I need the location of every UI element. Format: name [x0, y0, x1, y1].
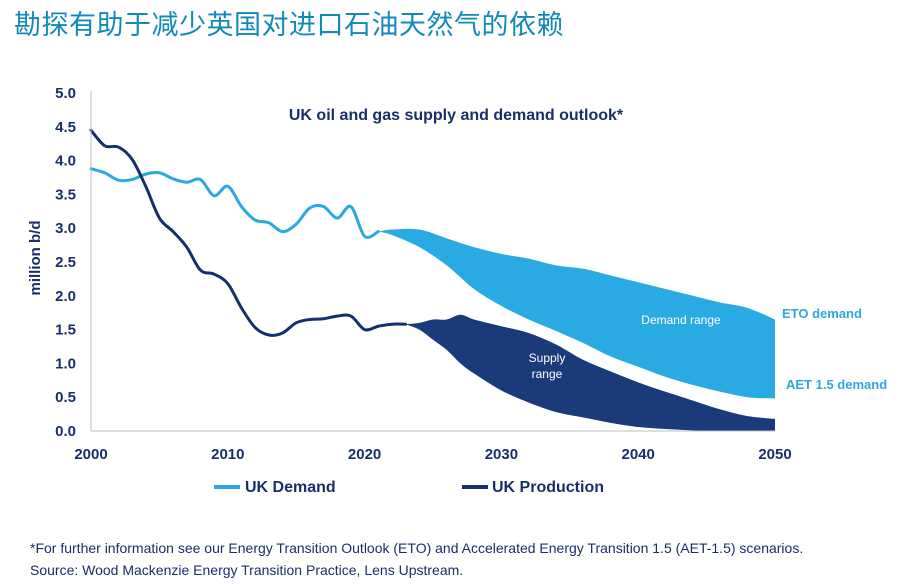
- x-tick-label: 2050: [758, 446, 791, 463]
- y-tick-label: 2.0: [55, 288, 76, 305]
- x-tick-label: 2030: [485, 446, 518, 463]
- source-note: Source: Wood Mackenzie Energy Transition…: [30, 562, 464, 578]
- y-tick-label: 3.0: [55, 220, 76, 237]
- y-tick-label: 1.0: [55, 355, 76, 372]
- legend-demand-label: UK Demand: [245, 479, 336, 496]
- x-tick-label: 2040: [622, 446, 655, 463]
- demand-range-area: [378, 228, 775, 399]
- supply-range-area: [405, 314, 775, 432]
- chart-title: UK oil and gas supply and demand outlook…: [289, 107, 624, 124]
- y-tick-label: 0.0: [55, 423, 76, 440]
- y-tick-label: 4.0: [55, 153, 76, 170]
- x-tick-label: 2000: [74, 446, 107, 463]
- x-tick-label: 2020: [348, 446, 381, 463]
- uk-demand-line: [89, 167, 380, 239]
- y-tick-label: 3.5: [55, 186, 76, 203]
- legend-production-label: UK Production: [492, 479, 604, 496]
- eto-demand-label: ETO demand: [782, 306, 862, 321]
- supply-range-label-line2: range: [532, 367, 563, 381]
- aet-demand-label: AET 1.5 demand: [786, 377, 887, 392]
- supply-demand-chart: 0.0 0.5 1.0 1.5 2.0 2.5 3.0 3.5 4.0 4.5 5.0 2000 201…: [27, 85, 887, 496]
- demand-range-label: Demand range: [641, 313, 721, 327]
- lines-layer: [89, 128, 408, 337]
- supply-range-label-line1: Supply: [529, 351, 566, 365]
- page-title: 勘探有助于减少英国对进口石油天然气的依赖: [14, 10, 564, 41]
- y-tick-label: 0.5: [55, 389, 76, 406]
- footnote: *For further information see our Energy …: [30, 540, 804, 556]
- y-tick-label: 2.5: [55, 254, 76, 271]
- axes-layer: 0.0 0.5 1.0 1.5 2.0 2.5 3.0 3.5 4.0 4.5 5.0 2000 201…: [55, 85, 792, 463]
- y-tick-label: 5.0: [55, 85, 76, 102]
- y-axis-label: million b/d: [27, 221, 44, 296]
- range-areas-layer: [378, 228, 775, 432]
- y-tick-label: 4.5: [55, 119, 76, 136]
- uk-production-line: [89, 128, 408, 337]
- x-tick-label: 2010: [211, 446, 244, 463]
- y-tick-label: 1.5: [55, 322, 76, 339]
